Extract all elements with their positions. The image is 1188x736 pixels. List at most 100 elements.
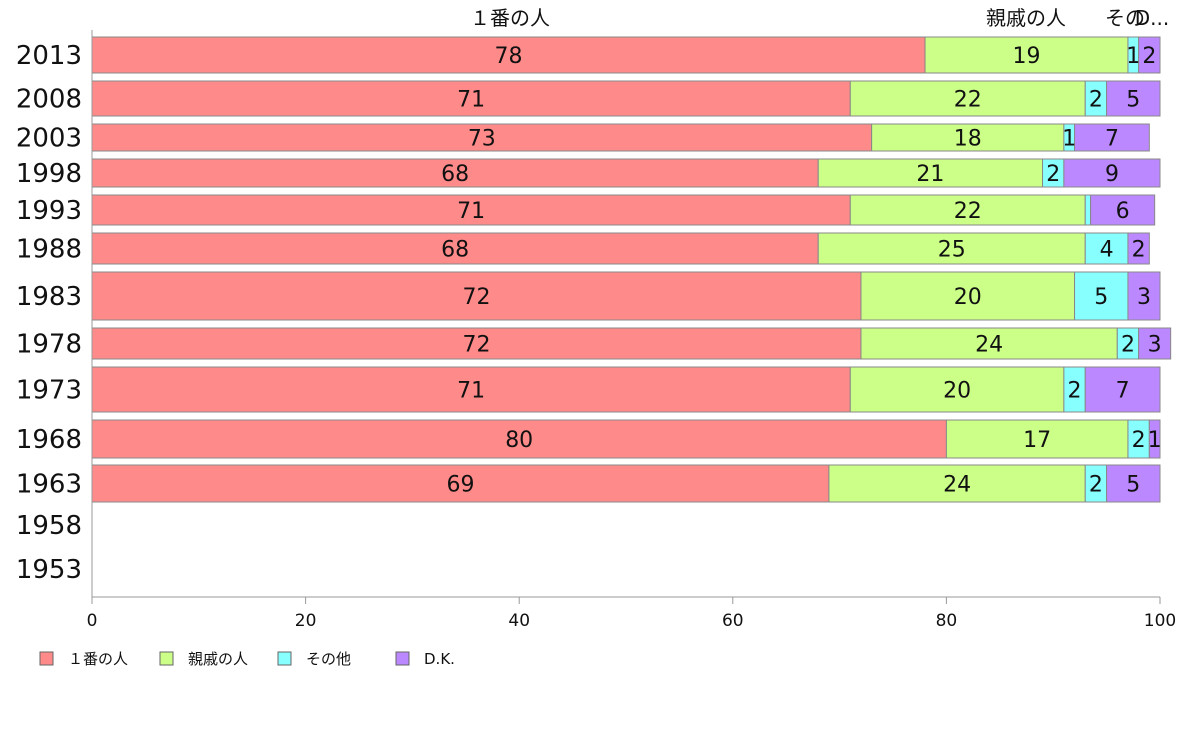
x-tick-label-80: 80 xyxy=(936,611,958,631)
bar-2003-seg-1 xyxy=(871,123,1065,152)
bar-2008-seg-0 xyxy=(91,80,851,117)
bar-2013-seg-3 xyxy=(1138,36,1161,74)
bar-value-1968-seg-0: 80 xyxy=(505,428,533,453)
year-label-1983: 1983 xyxy=(16,282,82,312)
year-label-1978: 1978 xyxy=(16,330,82,360)
year-label-1958: 1958 xyxy=(16,511,82,541)
x-tick-label-0: 0 xyxy=(87,611,98,631)
x-tick-label-100: 100 xyxy=(1144,611,1176,631)
year-label-1998: 1998 xyxy=(16,159,82,189)
year-label-1993: 1993 xyxy=(16,196,82,226)
legend-swatch-3 xyxy=(395,651,410,666)
bar-1968-seg-3 xyxy=(1148,419,1161,459)
bar-value-1973-seg-1: 20 xyxy=(943,379,971,404)
bar-value-1963-seg-2: 2 xyxy=(1089,473,1103,498)
bar-1993-seg-0 xyxy=(91,194,851,226)
bar-1993-seg-2 xyxy=(1084,194,1092,226)
year-label-1953: 1953 xyxy=(16,555,82,585)
bar-1973-seg-0 xyxy=(91,366,851,413)
bar-value-1983-seg-2: 5 xyxy=(1094,285,1108,310)
x-axis: 0 20 40 60 80 100 xyxy=(87,30,1176,631)
bar-value-1988-seg-3: 2 xyxy=(1132,238,1146,263)
bar-1973-seg-1 xyxy=(849,366,1065,413)
x-tick-label-20: 20 xyxy=(295,611,317,631)
bar-1983-seg-3 xyxy=(1127,271,1161,321)
year-label-1968: 1968 xyxy=(16,425,82,455)
bar-1968-seg-0 xyxy=(91,419,947,459)
header-labels: １番の人 親戚の人 そのD... xyxy=(470,6,1169,30)
bar-1993-seg-1 xyxy=(849,194,1086,226)
bar-value-1978-seg-2: 2 xyxy=(1121,333,1135,358)
bar-1963-seg-0 xyxy=(91,464,830,503)
bar-value-1978-seg-0: 72 xyxy=(462,333,490,358)
bar-1988-seg-1 xyxy=(817,232,1086,265)
bar-value-1998-seg-0: 68 xyxy=(441,162,469,187)
bars-layer xyxy=(91,36,1172,503)
bar-1998-seg-1 xyxy=(817,158,1044,188)
year-label-1963: 1963 xyxy=(16,470,82,500)
year-label-2013: 2013 xyxy=(16,41,82,71)
bar-value-1993-seg-1: 22 xyxy=(954,199,982,224)
bar-value-2003-seg-0: 73 xyxy=(468,127,496,152)
bar-value-1978-seg-1: 24 xyxy=(975,333,1003,358)
bar-value-1993-seg-0: 71 xyxy=(457,199,485,224)
bar-value-2008-seg-2: 2 xyxy=(1089,88,1103,113)
bar-value-1968-seg-1: 17 xyxy=(1023,428,1051,453)
bar-value-2013-seg-1: 19 xyxy=(1013,44,1041,69)
bar-value-2008-seg-0: 71 xyxy=(457,88,485,113)
bar-value-1963-seg-1: 24 xyxy=(943,473,971,498)
x-tick-label-40: 40 xyxy=(508,611,530,631)
bar-value-1983-seg-1: 20 xyxy=(954,285,982,310)
legend-label-1: 親戚の人 xyxy=(188,650,248,668)
bar-1963-seg-1 xyxy=(828,464,1086,503)
bar-2013-seg-1 xyxy=(924,36,1129,74)
bar-1983-seg-1 xyxy=(860,271,1076,321)
series-header-label-2: その xyxy=(1105,6,1145,30)
bar-1998-seg-3 xyxy=(1063,158,1161,188)
legend-swatch-1 xyxy=(159,651,174,666)
bar-value-2013-seg-3: 2 xyxy=(1142,44,1156,69)
bar-1988-seg-0 xyxy=(91,232,819,265)
bar-1988-seg-3 xyxy=(1127,232,1150,265)
bar-value-1998-seg-2: 2 xyxy=(1046,162,1060,187)
bar-value-1973-seg-3: 7 xyxy=(1116,379,1130,404)
bar-value-1983-seg-0: 72 xyxy=(462,285,490,310)
bar-value-1973-seg-2: 2 xyxy=(1068,379,1082,404)
bar-value-2008-seg-1: 22 xyxy=(954,88,982,113)
bar-2013-seg-0 xyxy=(91,36,926,74)
bar-1983-seg-0 xyxy=(91,271,862,321)
x-tick-label-60: 60 xyxy=(722,611,744,631)
bar-1993-seg-3 xyxy=(1090,194,1156,226)
bar-value-1988-seg-1: 25 xyxy=(938,238,966,263)
legend-swatch-2 xyxy=(277,651,292,666)
bar-value-2013-seg-2: 1 xyxy=(1126,44,1140,69)
series-header-label-3: D... xyxy=(1135,6,1169,30)
year-label-1973: 1973 xyxy=(16,376,82,406)
bar-1983-seg-2 xyxy=(1074,271,1129,321)
bar-2003-seg-3 xyxy=(1074,123,1150,152)
bar-1978-seg-3 xyxy=(1138,327,1172,360)
bar-2003-seg-0 xyxy=(91,123,873,152)
bar-value-2003-seg-2: 1 xyxy=(1062,127,1076,152)
bar-value-1963-seg-3: 5 xyxy=(1126,473,1140,498)
bar-value-1973-seg-0: 71 xyxy=(457,379,485,404)
bar-value-1968-seg-2: 2 xyxy=(1132,428,1146,453)
series-header-label-1: 親戚の人 xyxy=(986,6,1066,30)
legend-label-2: その他 xyxy=(306,650,351,668)
bar-value-2003-seg-3: 7 xyxy=(1105,127,1119,152)
legend-swatch-0 xyxy=(39,651,54,666)
bar-value-1988-seg-0: 68 xyxy=(441,238,469,263)
bar-value-2003-seg-1: 18 xyxy=(954,127,982,152)
bar-2008-seg-1 xyxy=(849,80,1086,117)
bar-2008-seg-3 xyxy=(1106,80,1161,117)
bar-value-1963-seg-0: 69 xyxy=(446,473,474,498)
bar-value-2013-seg-0: 78 xyxy=(495,44,523,69)
bar-value-1998-seg-3: 9 xyxy=(1105,162,1119,187)
bar-value-1993-seg-3: 6 xyxy=(1116,199,1130,224)
bar-value-2008-seg-3: 5 xyxy=(1126,88,1140,113)
bar-1988-seg-2 xyxy=(1084,232,1129,265)
bar-value-1983-seg-3: 3 xyxy=(1137,285,1151,310)
year-label-1988: 1988 xyxy=(16,235,82,265)
